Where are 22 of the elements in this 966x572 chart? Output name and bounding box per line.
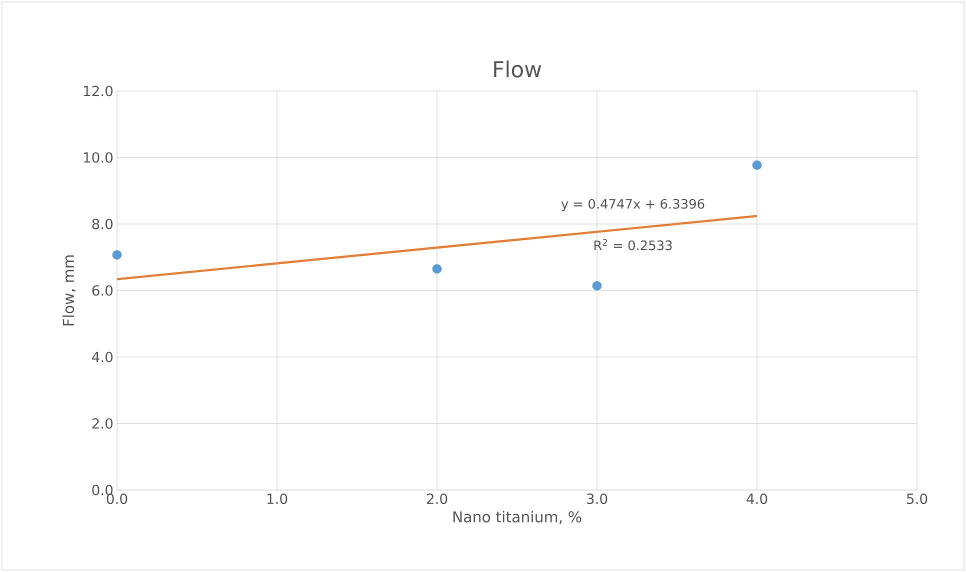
x-axis-title: Nano titanium, % bbox=[453, 510, 582, 524]
y-tick-label: 12.0 bbox=[84, 86, 113, 96]
x-tick-label: 2.0 bbox=[426, 494, 448, 504]
y-tick-label: 8.0 bbox=[92, 218, 113, 230]
annotation: R$^{2}$ = 0.2533 bbox=[594, 238, 672, 250]
y-tick-label: 4.0 bbox=[92, 352, 113, 362]
y-tick-label: 2.0 bbox=[92, 418, 113, 429]
y-tick-label: 0.0 bbox=[92, 484, 113, 496]
y-tick-label: 10.0 bbox=[84, 152, 113, 163]
chart-title: Flow bbox=[494, 60, 542, 78]
x-tick-label: 0.0 bbox=[106, 494, 128, 504]
x-tick-label: 3.0 bbox=[586, 494, 608, 504]
point bbox=[592, 281, 602, 291]
x-tick-label: 4.0 bbox=[746, 494, 768, 504]
x-tick-label: 5.0 bbox=[906, 494, 928, 504]
point bbox=[112, 250, 122, 260]
x-tick-label: 1.0 bbox=[267, 494, 288, 504]
point bbox=[752, 160, 762, 170]
point bbox=[432, 264, 442, 274]
annotation: y = 0.4747x + 6.3396 bbox=[561, 198, 704, 212]
y-tick-label: 6.0 bbox=[92, 285, 113, 296]
y-axis-title: Flow, mm bbox=[62, 255, 76, 326]
